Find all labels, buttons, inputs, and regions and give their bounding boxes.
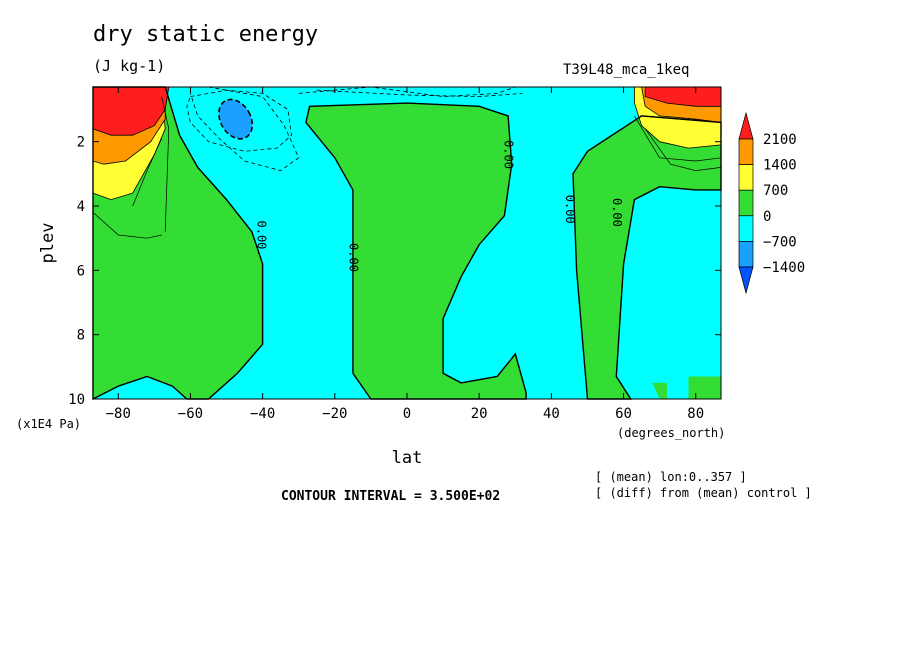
contour-lines <box>92 86 722 401</box>
region-positive-5 <box>688 376 721 399</box>
contour-dashed-4 <box>316 89 523 98</box>
plot-fills <box>92 86 722 400</box>
colorbar: 2100 1400 700 0 −700 −1400 <box>738 111 805 295</box>
colorbar-box <box>738 215 754 242</box>
x-tick-label: −80 <box>106 406 131 422</box>
x-tick-label: −60 <box>178 406 203 422</box>
colorbar-box <box>738 241 754 268</box>
chart-title: dry static energy <box>93 22 319 47</box>
y-axis-unit: (x1E4 Pa) <box>16 417 81 431</box>
contour-thin-3 <box>161 96 170 232</box>
colorbar-label: −700 <box>763 234 797 250</box>
contour-thin-5 <box>644 128 722 171</box>
contour-thin-2 <box>132 138 162 207</box>
colorbar-label: −1400 <box>763 260 805 276</box>
contour-thin-1 <box>92 212 162 239</box>
contour-zero-3 <box>572 115 722 400</box>
contour-label: 0.00 <box>610 198 624 227</box>
colorbar-bottom-triangle <box>738 266 754 295</box>
chart-units: (J kg-1) <box>93 57 166 75</box>
x-tick-label: 40 <box>543 406 560 422</box>
x-tick-label: 80 <box>687 406 704 422</box>
axes: −80 −60 −40 −20 0 20 40 60 80 2 4 6 8 10 lat (degrees_n… <box>16 87 725 468</box>
contour-labels: 0.00 0.00 0.00 0.00 0.00 <box>254 140 624 272</box>
contour-dashed-1 <box>186 89 292 152</box>
colorbar-label: 1400 <box>763 158 797 174</box>
colorbar-label: 2100 <box>763 132 797 148</box>
contour-dashed-3 <box>298 86 516 98</box>
x-tick-label: −40 <box>250 406 275 422</box>
y-tick-label: 10 <box>68 392 85 408</box>
colorbar-label: 0 <box>763 209 771 225</box>
region-positive-3 <box>573 115 721 400</box>
x-tick-label: −20 <box>322 406 347 422</box>
contour-interval-text: CONTOUR INTERVAL = 3.500E+02 <box>281 489 501 504</box>
colorbar-box <box>738 164 754 191</box>
y-axis-label: plev <box>38 223 58 264</box>
x-axis-unit: (degrees_north) <box>617 426 725 440</box>
x-axis-label: lat <box>392 448 423 468</box>
x-tick-label: 60 <box>615 406 632 422</box>
diff-note: [ (diff) from (mean) control ] <box>595 486 812 500</box>
contour-label: 0.00 <box>563 195 577 224</box>
mean-note: [ (mean) lon:0..357 ] <box>595 470 747 484</box>
region-positive-2 <box>305 103 527 399</box>
contour-zero-2 <box>305 102 527 400</box>
y-tick-label: 6 <box>77 263 85 279</box>
contour-label: 0.00 <box>254 221 268 250</box>
x-tick-label: 20 <box>471 406 488 422</box>
run-id: T39L48_mca_1keq <box>563 62 690 78</box>
y-tick-label: 2 <box>77 135 85 151</box>
colorbar-label: 700 <box>763 183 788 199</box>
x-tick-label: 0 <box>403 406 411 422</box>
y-tick-label: 4 <box>77 199 85 215</box>
contour-thin-4 <box>634 115 722 162</box>
contour-label: 0.00 <box>502 140 516 169</box>
contour-dashed-2 <box>190 86 300 172</box>
region-positive-4 <box>652 382 667 399</box>
y-tick-label: 8 <box>77 328 85 344</box>
region-min-blue <box>218 98 254 140</box>
colorbar-box <box>738 138 754 165</box>
contour-zero-1 <box>92 86 264 401</box>
colorbar-box <box>738 189 754 217</box>
contour-label: 0.00 <box>346 243 360 272</box>
colorbar-top-triangle <box>738 111 754 140</box>
region-warm-left-3 <box>92 86 170 136</box>
